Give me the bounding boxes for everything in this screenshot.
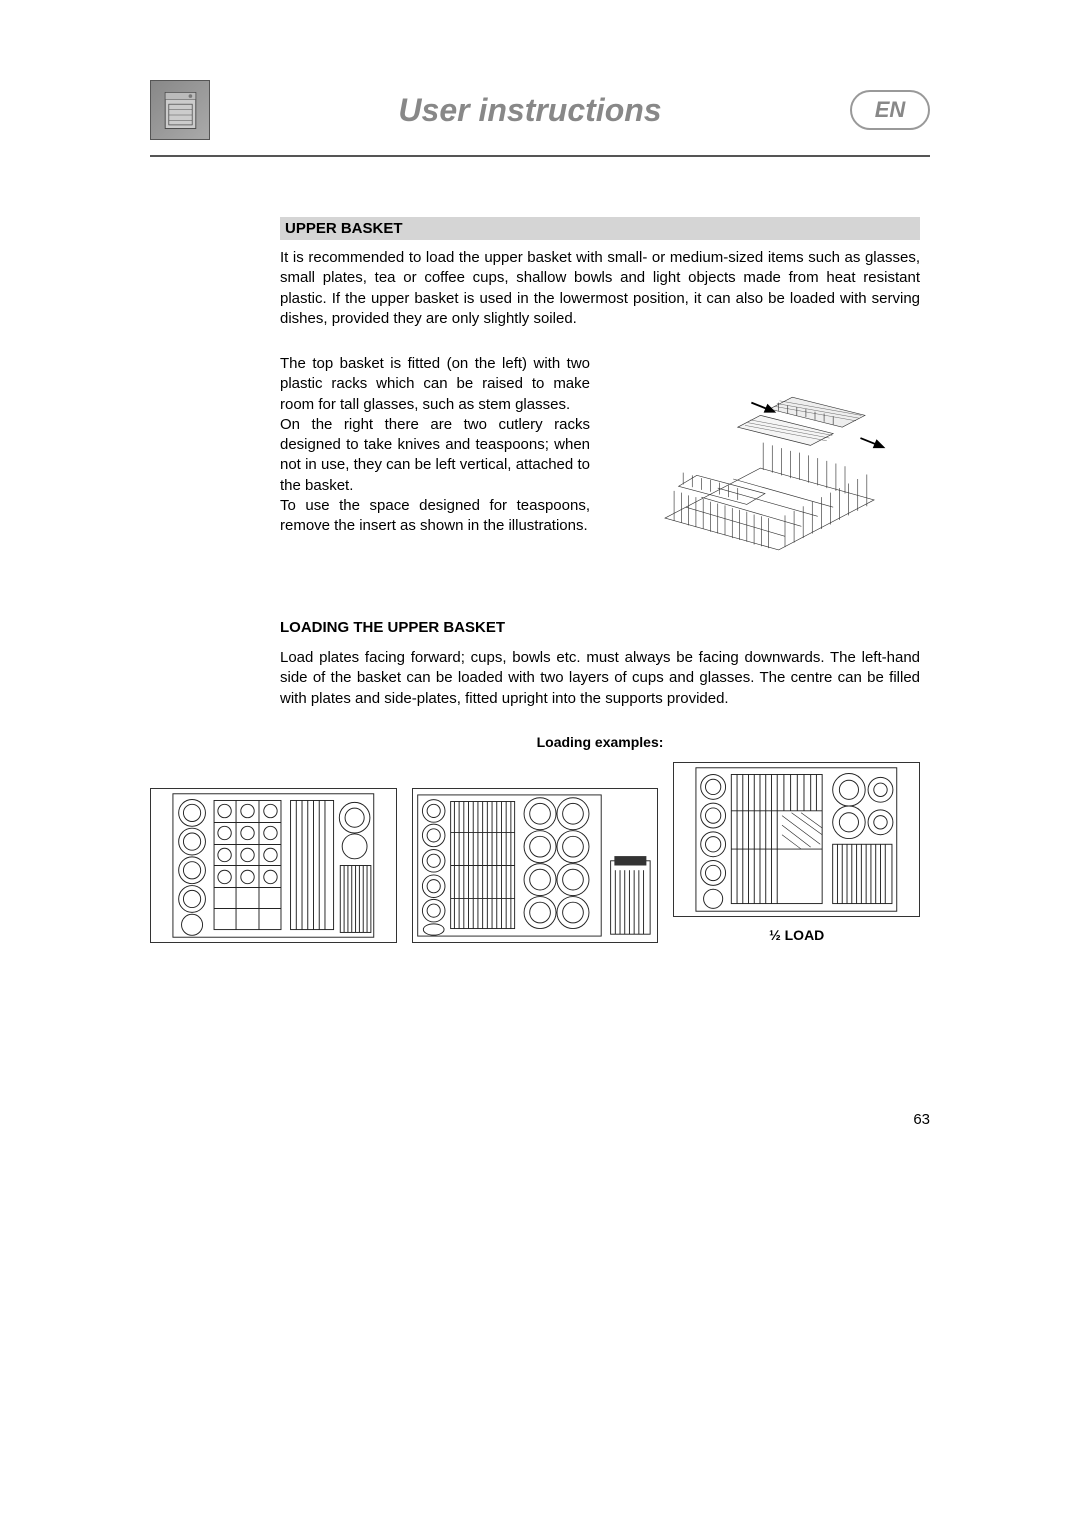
loading-body: Load plates facing forward; cups, bowls … bbox=[280, 648, 920, 709]
upper-basket-figure-column bbox=[610, 354, 920, 559]
manual-page: User instructions EN UPPER BASKET It is … bbox=[0, 0, 1080, 1528]
loading-example-1 bbox=[150, 788, 397, 943]
language-badge: EN bbox=[850, 90, 930, 130]
dishwasher-icon bbox=[150, 80, 210, 140]
section-heading-upper-basket: UPPER BASKET bbox=[280, 217, 920, 240]
section-heading-loading: LOADING THE UPPER BASKET bbox=[280, 619, 920, 636]
upper-basket-text-column: The top basket is fitted (on the left) w… bbox=[280, 354, 590, 559]
loading-example-3-half-load: ½ LOAD bbox=[673, 762, 920, 943]
loading-diagram-2 bbox=[412, 788, 659, 943]
page-header: User instructions EN bbox=[150, 80, 930, 140]
header-divider bbox=[150, 155, 930, 157]
upper-basket-isometric-diagram bbox=[625, 359, 905, 559]
page-number: 63 bbox=[913, 1111, 930, 1128]
loading-diagram-3 bbox=[673, 762, 920, 917]
upper-basket-p3: To use the space designed for teaspoons,… bbox=[280, 496, 590, 537]
upper-basket-details-row: The top basket is fitted (on the left) w… bbox=[280, 354, 920, 559]
upper-basket-intro: It is recommended to load the upper bask… bbox=[280, 248, 920, 329]
loading-examples-row: ½ LOAD bbox=[150, 762, 920, 943]
upper-basket-p2: On the right there are two cutlery racks… bbox=[280, 415, 590, 496]
loading-example-2 bbox=[412, 788, 659, 943]
upper-basket-p1: The top basket is fitted (on the left) w… bbox=[280, 354, 590, 415]
content-area: UPPER BASKET It is recommended to load t… bbox=[280, 217, 920, 943]
dishwasher-icon-svg bbox=[158, 88, 203, 133]
loading-examples-label: Loading examples: bbox=[280, 734, 920, 750]
half-load-label: ½ LOAD bbox=[769, 927, 824, 943]
page-title: User instructions bbox=[398, 92, 661, 129]
loading-diagram-1 bbox=[150, 788, 397, 943]
